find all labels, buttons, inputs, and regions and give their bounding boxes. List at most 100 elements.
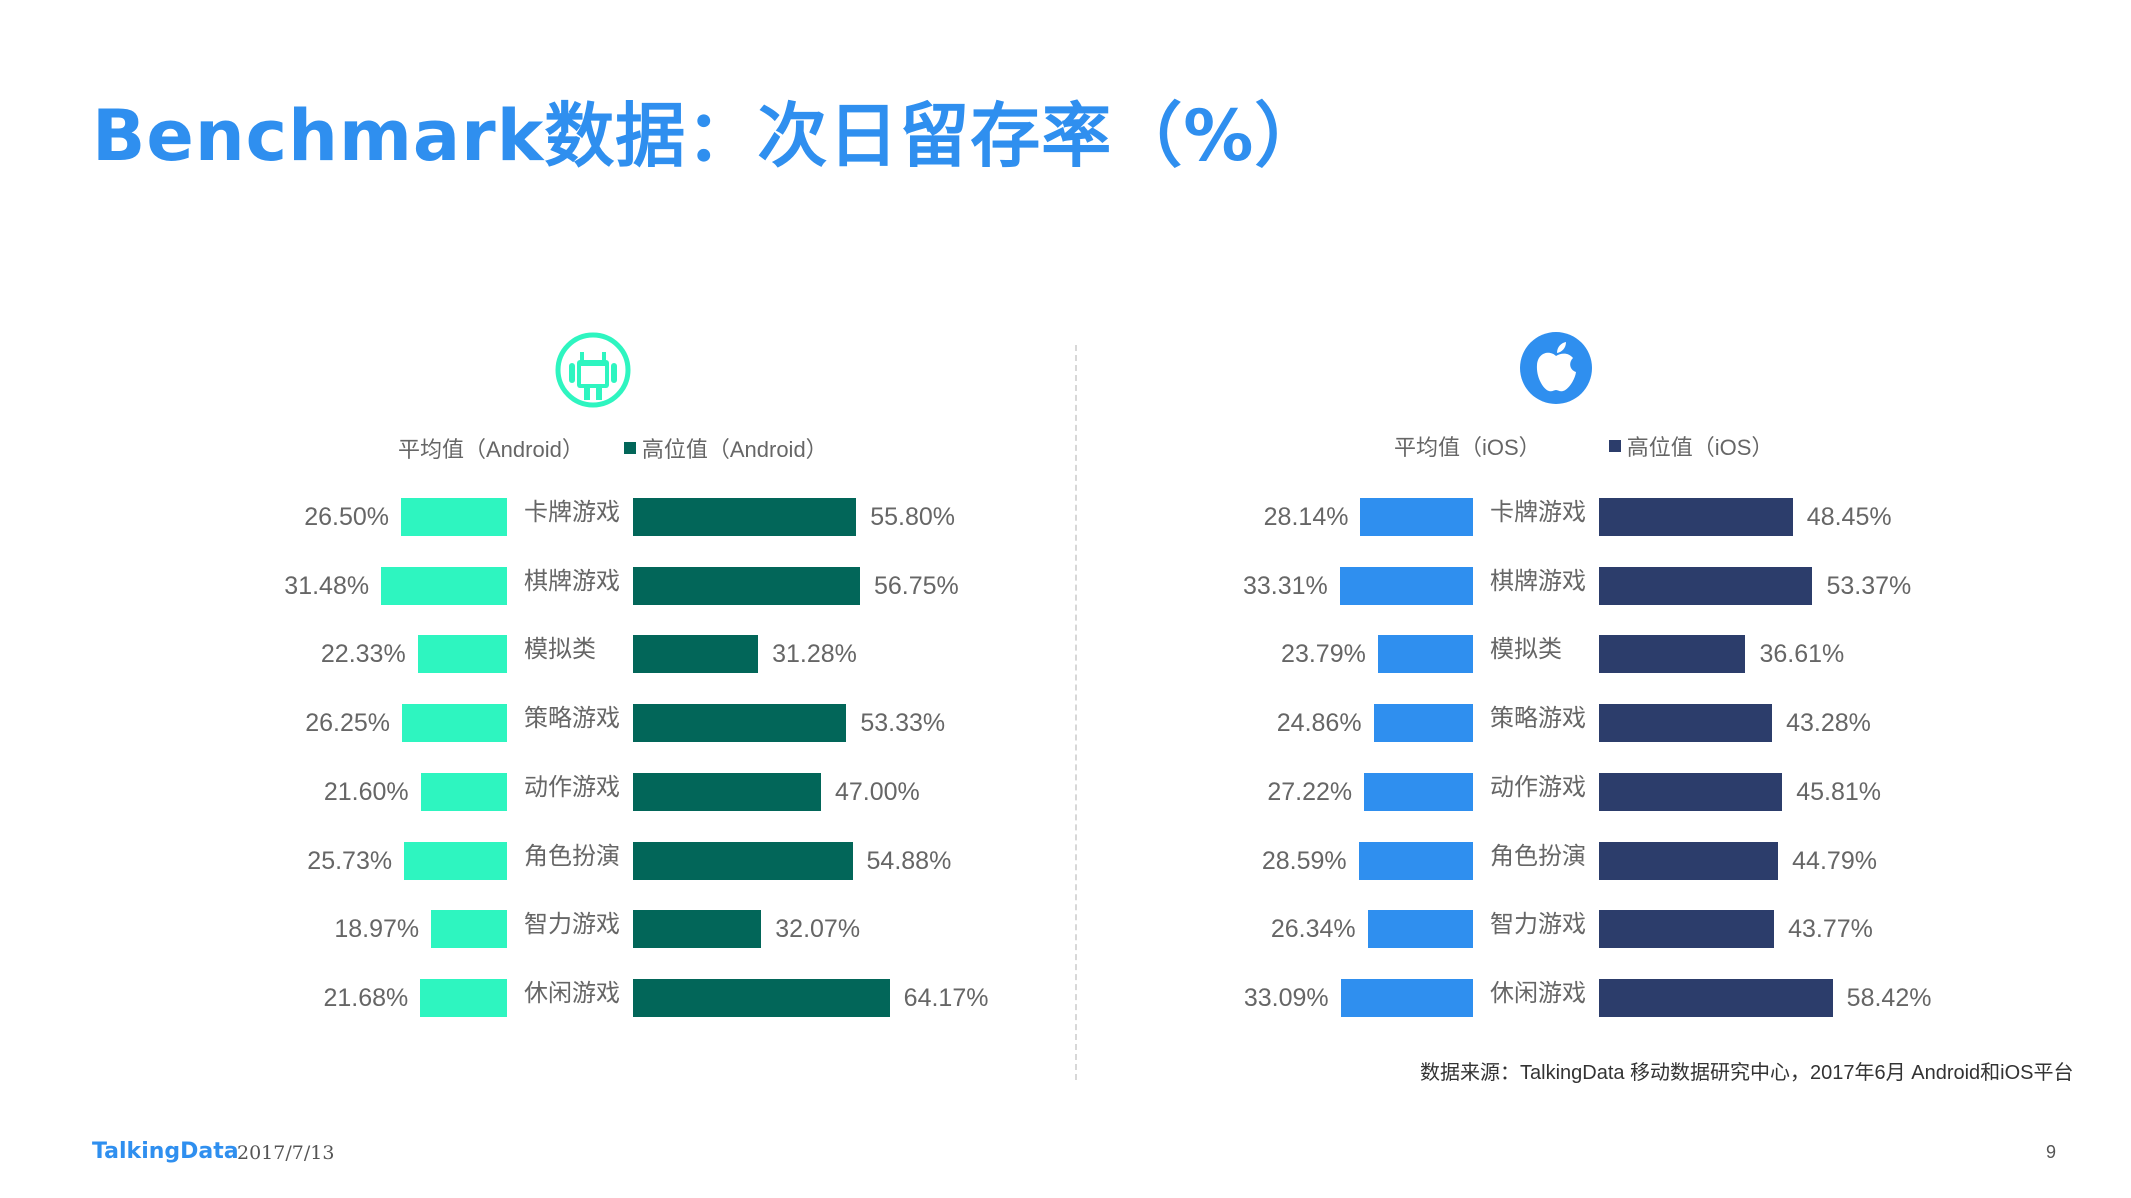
android-avg-value-label: 21.68% [323,984,409,1012]
ios-avg-bar [1358,842,1473,880]
legend-item-ios-avg: 平均值（iOS） [1394,430,1541,462]
android-high-value-label: 32.07% [775,915,861,943]
ios-avg-bar [1377,635,1473,673]
ios-high-value-label: 43.28% [1786,709,1871,737]
ios-avg-bar [1360,498,1473,536]
apple-icon [1520,332,1592,404]
ios-high-value-label: 58.42% [1846,984,1932,1012]
ios-avg-bar [1340,979,1473,1017]
ios-high-value-label: 53.37% [1826,572,1912,600]
ios-avg-bar [1339,567,1473,605]
android-high-value-label: 64.17% [903,984,989,1012]
android-high-bar [633,910,762,948]
ios-category-label: 休闲游戏 [1490,980,1586,1007]
ios-avg-value-label: 26.34% [1270,915,1356,943]
ios-category-label: 智力游戏 [1490,911,1586,938]
ios-avg-value-label: 33.09% [1243,984,1329,1012]
android-avg-value-label: 21.60% [323,778,409,806]
ios-high-bar [1599,635,1746,673]
ios-avg-bar [1373,704,1473,742]
panel-divider [1075,345,1077,1080]
android-avg-bar [402,704,507,742]
android-avg-bar [420,979,507,1017]
ios-high-value-label: 48.45% [1806,503,1892,531]
android-avg-bar [381,567,507,605]
legend-item-ios-high: 高位值（iOS） [1608,430,1774,462]
ios-avg-bar [1364,773,1473,811]
legend-label-ios-high: 高位值（iOS） [1626,435,1774,460]
android-category-label: 休闲游戏 [524,980,620,1007]
android-category-label: 模拟类 [524,636,596,663]
android-category-label: 棋牌游戏 [524,568,620,595]
ios-category-label: 动作游戏 [1490,774,1586,801]
android-avg-bar [404,842,507,880]
page-number: 9 [2046,1142,2057,1162]
legend-swatch-android-high [623,442,636,454]
android-high-bar [633,567,860,605]
ios-category-label: 模拟类 [1490,636,1562,663]
android-avg-bar [420,773,507,811]
talkingdata-logo: TalkingData [92,1139,239,1164]
android-high-bar [633,498,857,536]
android-avg-value-label: 25.73% [307,847,393,875]
android-high-value-label: 54.88% [866,847,952,875]
android-high-bar [633,773,821,811]
ios-high-bar [1599,910,1775,948]
legend-label-android-avg: 平均值（Android） [398,437,584,462]
ios-high-value-label: 44.79% [1792,847,1877,875]
ios-high-bar [1599,979,1833,1017]
android-avg-bar [417,635,507,673]
android-avg-value-label: 22.33% [320,640,406,668]
data-source-note: 数据来源：TalkingData 移动数据研究中心，2017年6月 Androi… [1420,1062,2074,1084]
android-icon [555,332,631,408]
android-category-label: 策略游戏 [524,705,620,732]
android-high-bar [633,842,853,880]
page-title: Benchmark数据：次日留存率（%） [92,95,1326,177]
ios-avg-value-label: 27.22% [1267,778,1353,806]
legend-label-ios-avg: 平均值（iOS） [1394,435,1541,460]
android-avg-value-label: 31.48% [284,572,370,600]
ios-high-bar [1599,498,1793,536]
ios-avg-value-label: 28.59% [1261,847,1347,875]
android-high-value-label: 56.75% [874,572,959,600]
android-avg-bar [401,498,507,536]
android-high-bar [633,635,759,673]
ios-category-label: 棋牌游戏 [1490,568,1586,595]
ios-high-value-label: 43.77% [1788,915,1873,943]
android-category-label: 动作游戏 [524,774,620,801]
ios-avg-value-label: 24.86% [1276,709,1362,737]
ios-avg-value-label: 33.31% [1242,572,1328,600]
android-high-value-label: 53.33% [860,709,946,737]
ios-avg-value-label: 28.14% [1263,503,1349,531]
android-avg-value-label: 26.25% [305,709,390,737]
ios-category-label: 卡牌游戏 [1490,499,1586,526]
legend-swatch-ios-high [1608,440,1621,452]
ios-avg-value-label: 23.79% [1281,640,1366,668]
android-category-label: 卡牌游戏 [524,499,620,526]
legend-item-android-high: 高位值（Android） [623,432,828,464]
ios-high-value-label: 45.81% [1796,778,1882,806]
android-avg-value-label: 26.50% [304,503,389,531]
android-high-value-label: 47.00% [835,778,920,806]
android-high-bar [633,704,847,742]
ios-high-bar [1599,773,1783,811]
legend-item-android-avg: 平均值（Android） [398,432,584,464]
ios-high-bar [1599,842,1779,880]
android-high-value-label: 31.28% [772,640,857,668]
android-high-value-label: 55.80% [870,503,955,531]
footer-date: 2017/7/13 [237,1142,335,1164]
android-category-label: 角色扮演 [524,843,620,870]
ios-category-label: 角色扮演 [1490,843,1586,870]
ios-high-value-label: 36.61% [1759,640,1845,668]
android-category-label: 智力游戏 [524,911,620,938]
android-high-bar [633,979,890,1017]
ios-high-bar [1599,567,1813,605]
ios-legend: 平均值（iOS） 高位值（iOS） [1394,430,1773,462]
legend-label-android-high: 高位值（Android） [641,437,828,462]
android-avg-bar [431,910,507,948]
android-legend: 平均值（Android） 高位值（Android） [398,432,828,464]
android-avg-value-label: 18.97% [334,915,420,943]
ios-category-label: 策略游戏 [1490,705,1586,732]
ios-avg-bar [1367,910,1473,948]
ios-high-bar [1599,704,1773,742]
